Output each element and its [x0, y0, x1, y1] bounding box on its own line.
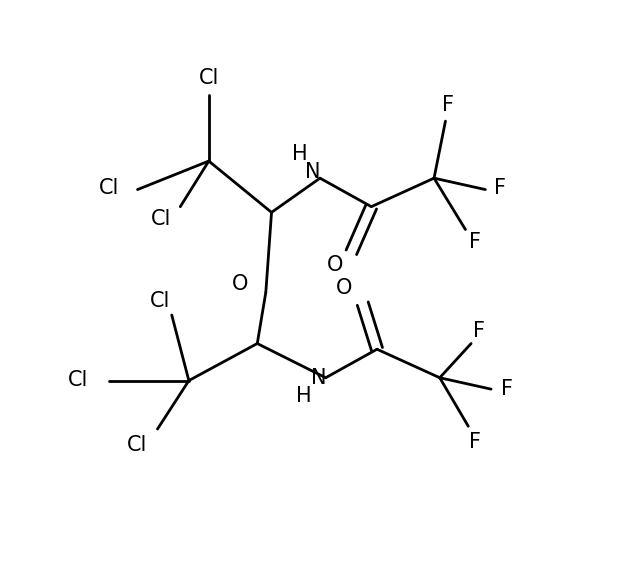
- Text: O: O: [327, 255, 344, 275]
- Text: Cl: Cl: [127, 435, 148, 455]
- Text: F: F: [442, 95, 454, 115]
- Text: H: H: [292, 144, 308, 164]
- Text: O: O: [336, 278, 352, 297]
- Text: N: N: [310, 368, 326, 388]
- Text: H: H: [296, 386, 312, 406]
- Text: F: F: [501, 379, 513, 399]
- Text: Cl: Cl: [151, 209, 172, 229]
- Text: F: F: [469, 232, 481, 252]
- Text: O: O: [232, 274, 248, 293]
- Text: Cl: Cl: [99, 178, 119, 198]
- Text: Cl: Cl: [150, 291, 170, 311]
- Text: F: F: [493, 178, 506, 198]
- Text: F: F: [472, 321, 484, 341]
- Text: N: N: [305, 163, 321, 182]
- Text: Cl: Cl: [68, 370, 88, 390]
- Text: Cl: Cl: [198, 68, 219, 88]
- Text: F: F: [469, 431, 481, 452]
